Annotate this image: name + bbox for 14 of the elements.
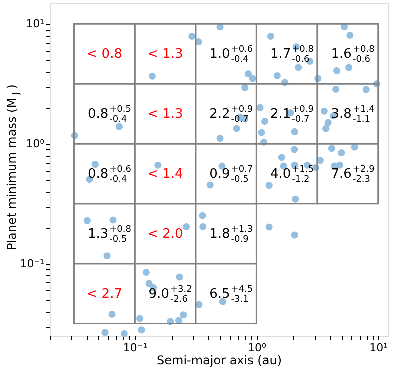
text: < 1.3 [148,107,184,122]
x-tick-label: 10¹ [370,342,388,354]
y-axis-title: Planet minimum mass (MJ) [5,84,22,251]
x-tick-label: 10⁻¹ [123,342,148,354]
text: < 0.8 [86,47,122,62]
text: < 1.4 [148,166,184,182]
y-tick-label: 10¹ [26,18,44,31]
x-tick-label: 10⁰ [248,342,267,354]
text: < 1.3 [148,47,184,62]
text: < 2.7 [86,286,122,302]
x-axis-title: Semi-major axis (au) [157,354,282,368]
y-tick-label: 10⁰ [26,137,46,150]
text: < 2.0 [148,226,184,242]
y-tick-label: 10⁻¹ [20,257,44,270]
